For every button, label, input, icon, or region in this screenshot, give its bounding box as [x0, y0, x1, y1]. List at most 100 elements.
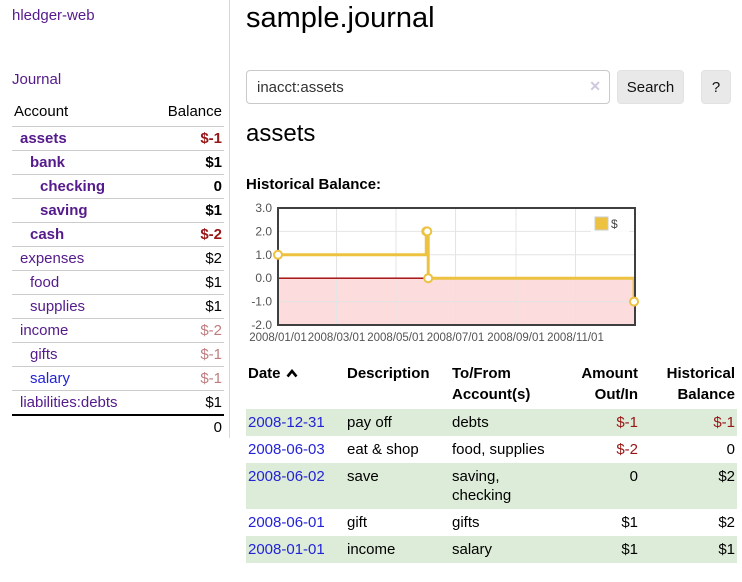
transaction-accounts: saving, checking — [452, 468, 512, 504]
account-row: cash $-2 — [12, 222, 224, 247]
column-header[interactable]: Description — [347, 365, 430, 382]
transaction-amount: $-1 — [616, 414, 638, 431]
total-spacer — [12, 414, 149, 439]
sidebar-account-link[interactable]: bank — [30, 154, 66, 171]
transaction-date-link[interactable]: 2008-06-03 — [248, 441, 325, 458]
transaction-accounts: gifts — [452, 514, 480, 531]
sidebar-account-link[interactable]: liabilities:debts — [20, 394, 118, 411]
search-field-wrapper: ✕ — [246, 70, 610, 104]
sidebar-accounts-table: Account Balance assets $-1 bank $1 checking 0… — [12, 100, 224, 439]
account-balance: $-1 — [148, 126, 224, 151]
transaction-amount: $1 — [621, 514, 638, 531]
accounts-header-row: Account Balance — [12, 100, 224, 127]
sidebar-account-link[interactable]: cash — [30, 226, 65, 243]
account-row: food $1 — [12, 270, 224, 295]
x-axis-tick-label: 2008/09/01 — [487, 332, 545, 344]
sidebar-item-journal[interactable]: Journal — [12, 71, 62, 88]
account-row: salary $-1 — [12, 366, 224, 391]
account-balance: $1 — [148, 390, 224, 416]
transaction-description: pay off — [347, 414, 392, 431]
account-row: liabilities:debts $1 — [12, 390, 224, 416]
account-balance: 0 — [148, 174, 224, 199]
sidebar-account-link[interactable]: supplies — [30, 298, 86, 315]
page-title: sample.journal — [246, 2, 435, 34]
sidebar-account-link[interactable]: expenses — [20, 250, 85, 267]
account-row: income $-2 — [12, 318, 224, 343]
y-axis-tick-label: -1.0 — [251, 295, 272, 309]
transaction-date-link[interactable]: 2008-12-31 — [248, 414, 325, 431]
total-balance: 0 — [148, 414, 224, 439]
transaction-date-link[interactable]: 2008-06-02 — [248, 468, 325, 485]
account-balance: $1 — [148, 150, 224, 175]
account-row: checking 0 — [12, 174, 224, 199]
sidebar-account-link[interactable]: gifts — [30, 346, 58, 363]
column-header[interactable]: Date — [246, 361, 345, 409]
transaction-accounts: debts — [452, 414, 489, 431]
search-button[interactable]: Search — [617, 70, 684, 104]
sidebar-account-link[interactable]: assets — [20, 130, 67, 147]
y-axis-tick-label: 2.0 — [255, 224, 272, 238]
sidebar-account-link[interactable]: income — [20, 322, 69, 339]
y-axis-tick-label: 3.0 — [255, 201, 272, 215]
transaction-accounts: salary — [452, 541, 493, 558]
transaction-date-link[interactable]: 2008-01-01 — [248, 541, 325, 558]
account-balance: $-2 — [148, 222, 224, 247]
chart-data-point[interactable] — [422, 226, 433, 237]
transaction-amount: $-2 — [616, 441, 638, 458]
transaction-row: 2008-06-01 gift gifts $1 $2 — [246, 509, 737, 536]
transaction-balance: $2 — [718, 468, 735, 485]
sidebar-account-link[interactable]: saving — [40, 202, 88, 219]
transaction-balance: $2 — [718, 514, 735, 531]
account-row: assets $-1 — [12, 126, 224, 151]
x-axis-tick-label: 2008/05/01 — [367, 332, 425, 344]
y-axis-tick-label: -2.0 — [251, 318, 272, 332]
account-balance: $2 — [148, 246, 224, 271]
column-header[interactable]: Amount Out/In — [581, 365, 638, 403]
transaction-date-link[interactable]: 2008-06-01 — [248, 514, 325, 531]
account-row: bank $1 — [12, 150, 224, 175]
chart-legend: $ — [591, 213, 629, 235]
clear-search-icon[interactable]: ✕ — [589, 78, 601, 94]
y-axis-tick-label: 1.0 — [255, 248, 272, 262]
account-balance: $-2 — [148, 318, 224, 343]
search-input[interactable] — [246, 70, 610, 104]
chevron-up-icon — [286, 369, 298, 378]
transaction-row: 2008-12-31 pay off debts $-1 $-1 — [246, 409, 737, 436]
account-balance: $-1 — [148, 342, 224, 367]
account-balance: $1 — [148, 270, 224, 295]
x-axis-tick-label: 2008/01/01 — [249, 332, 307, 344]
y-axis-tick-label: 0.0 — [255, 271, 272, 285]
transaction-description: gift — [347, 514, 368, 531]
account-column-header: Account — [12, 100, 149, 127]
sidebar-account-link[interactable]: food — [30, 274, 60, 291]
account-row: expenses $2 — [12, 246, 224, 271]
column-header[interactable]: Historical Balance — [666, 365, 735, 403]
chart-data-point[interactable] — [273, 249, 283, 260]
x-axis-tick-label: 2008/03/01 — [308, 332, 366, 344]
brand-link[interactable]: hledger-web — [12, 7, 95, 24]
transaction-description: save — [347, 468, 379, 485]
chart-title: Historical Balance: — [246, 176, 382, 193]
legend-swatch — [594, 216, 609, 231]
balance-column-header: Balance — [148, 100, 224, 127]
transaction-amount: $1 — [621, 541, 638, 558]
chart-data-point[interactable] — [423, 273, 434, 284]
sidebar-divider — [229, 0, 230, 438]
transaction-row: 2008-06-03 eat & shop food, supplies $-2 0 — [246, 436, 737, 463]
transaction-description: income — [347, 541, 396, 558]
chart-data-point[interactable] — [629, 296, 640, 307]
transaction-description: eat & shop — [347, 441, 419, 458]
transaction-row: 2008-01-01 income salary $1 $1 — [246, 536, 737, 563]
help-button[interactable]: ? — [701, 70, 731, 104]
sidebar-account-link[interactable]: checking — [40, 178, 106, 195]
transaction-amount: 0 — [629, 468, 638, 485]
register-table: Date Description To/From Account(s) Amount … — [246, 361, 737, 563]
column-header[interactable]: To/From Account(s) — [452, 365, 531, 403]
register-header-row: Date Description To/From Account(s) Amount … — [246, 361, 737, 409]
transaction-balance: $1 — [718, 541, 735, 558]
transaction-balance: $-1 — [713, 414, 735, 431]
account-balance: $1 — [148, 294, 224, 319]
transaction-balance: 0 — [726, 441, 735, 458]
account-balance: $-1 — [148, 366, 224, 391]
sidebar-account-link[interactable]: salary — [30, 370, 71, 387]
